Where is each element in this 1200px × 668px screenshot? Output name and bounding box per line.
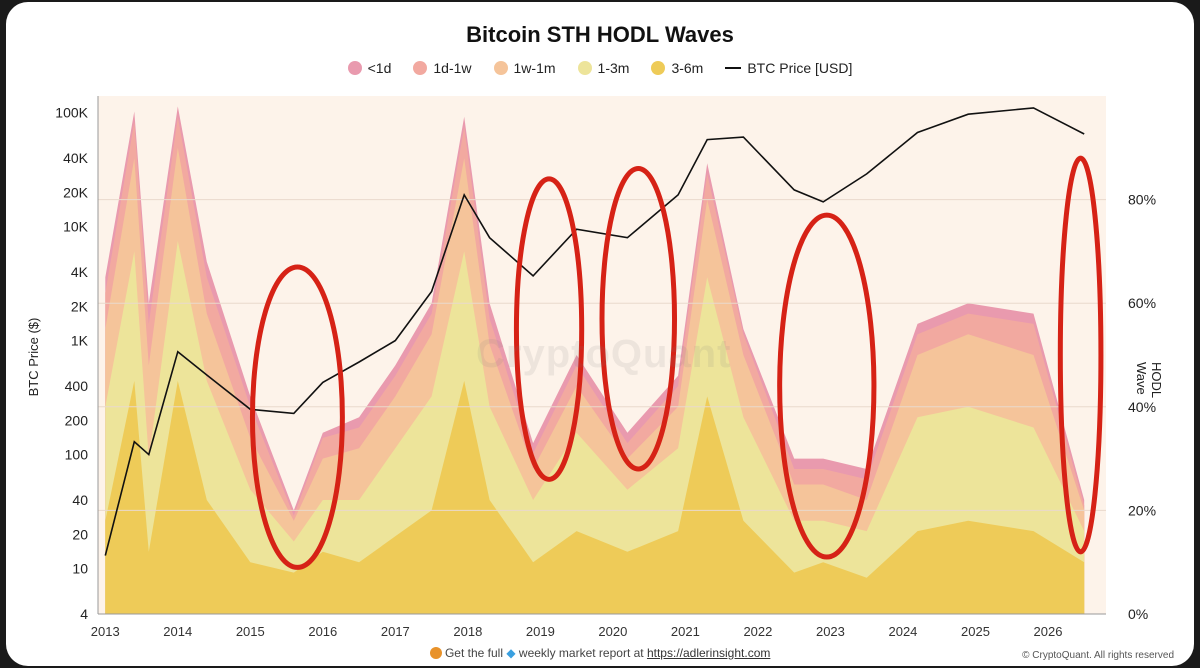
legend-item[interactable]: 1d-1w (413, 60, 472, 76)
footer-text-2: weekly market report at (518, 646, 644, 660)
legend-label: <1d (367, 60, 392, 76)
x-tick-label: 2017 (381, 624, 410, 639)
chart-title: Bitcoin STH HODL Waves (466, 22, 734, 47)
legend-item[interactable]: 1-3m (577, 60, 630, 76)
x-tick-label: 2025 (961, 624, 990, 639)
x-tick-label: 2022 (743, 624, 772, 639)
x-tick-label: 2023 (816, 624, 845, 639)
legend-line-swatch (725, 67, 742, 69)
x-tick-label: 2026 (1034, 624, 1063, 639)
y-right-tick-label: 80% (1128, 192, 1156, 208)
legend-item[interactable]: <1d (347, 60, 392, 76)
legend-label: 3-6m (671, 60, 704, 76)
legend-item[interactable]: 3-6m (651, 60, 703, 76)
legend-swatch (651, 61, 666, 75)
legend: <1d 1d-1w 1w-1m 1-3m 3-6m BTC Price [USD… (6, 60, 1194, 76)
y-right-tick-label: 60% (1128, 295, 1156, 311)
y-axis-left-label: BTC Price ($) (26, 317, 41, 397)
legend-item[interactable]: BTC Price [USD] (725, 60, 852, 76)
area-3-6m (105, 380, 1085, 614)
y-left-tick-label: 10 (72, 561, 88, 577)
y-left-tick-label: 10K (63, 219, 89, 235)
legend-label: 1-3m (597, 60, 630, 76)
y-left-tick-label: 20K (63, 184, 89, 200)
x-tick-label: 2021 (671, 624, 700, 639)
chart-plot: 80% 60% 40% 20% 0% 100K 40K 20K 10K 4K 2K 1K 400 200 1… (55, 96, 1156, 639)
red-ellipse-2020 (599, 166, 678, 472)
y-left-tick-label: 1K (71, 333, 89, 349)
y-right-tick-label: 40% (1128, 399, 1156, 415)
y-left-tick-label: 200 (65, 412, 89, 428)
area-1-3m (105, 241, 1085, 614)
legend-swatch (493, 61, 508, 75)
y-left-tick-label: 20 (72, 526, 88, 542)
red-ellipse-2019 (513, 176, 585, 482)
footer: Get the full ◆ weekly market report at h… (6, 646, 1194, 660)
watermark: CryptoQuant (476, 332, 732, 376)
legend-item[interactable]: 1w-1m (493, 60, 556, 76)
diamond-icon: ◆ (506, 646, 516, 660)
y-left-tick-label: 40 (72, 492, 88, 508)
y-left-tick-label: 4K (71, 264, 89, 280)
orange-circle-icon (429, 647, 442, 659)
y-left-tick-label: 2K (71, 298, 89, 314)
legend-label: BTC Price [USD] (747, 60, 853, 76)
red-ellipse-2026 (1057, 155, 1104, 555)
footer-link[interactable]: https://adlerinsight.com (646, 646, 771, 660)
copyright: © CryptoQuant. All rights reserved (1022, 650, 1174, 661)
x-tick-label: 2018 (453, 624, 482, 639)
y-right-tick-label: 0% (1128, 606, 1148, 622)
red-ellipse-2023 (777, 212, 877, 560)
x-tick-label: 2016 (308, 624, 337, 639)
x-tick-label: 2020 (598, 624, 627, 639)
footer-text: Get the full (444, 646, 503, 660)
y-left-tick-label: 100K (55, 105, 88, 121)
x-tick-label: 2024 (888, 624, 917, 639)
legend-label: 1d-1w (433, 60, 472, 76)
x-tick-label: 2019 (526, 624, 555, 639)
btc-price-line (104, 107, 1085, 556)
legend-swatch (577, 61, 592, 75)
x-tick-label: 2013 (91, 624, 120, 639)
legend-swatch (413, 61, 428, 75)
y-left-tick-label: 100 (65, 447, 89, 463)
y-axis-right-label: HODL Wave (1134, 362, 1164, 398)
chart-card: Bitcoin STH HODL Waves <1d 1d-1w 1w-1m 1… (6, 2, 1194, 666)
red-ellipse-2015 (249, 264, 345, 570)
y-left-tick-label: 400 (65, 378, 89, 394)
y-left-tick-label: 40K (63, 150, 89, 166)
area-1w-1m (105, 147, 1085, 615)
legend-label: 1w-1m (513, 60, 556, 76)
x-tick-label: 2014 (163, 624, 192, 639)
legend-swatch (347, 61, 362, 75)
x-tick-label: 2015 (236, 624, 265, 639)
y-right-tick-label: 20% (1128, 502, 1156, 518)
y-left-tick-label: 4 (80, 606, 88, 622)
